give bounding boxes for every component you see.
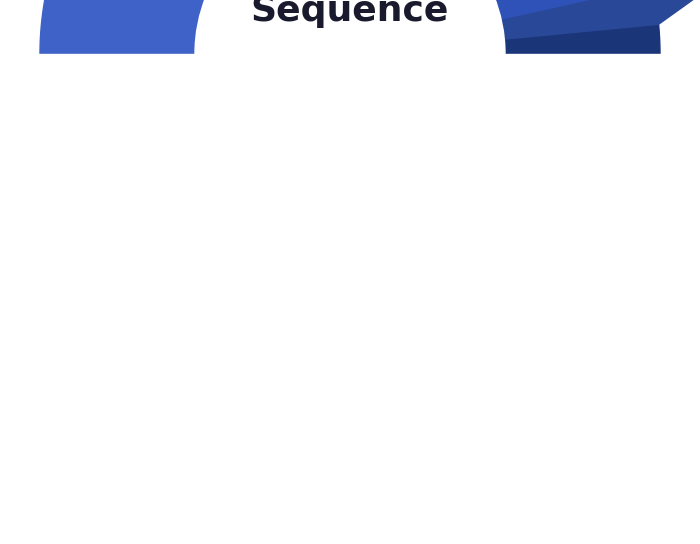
Text: Fault
Isolation
Sequence: Fault Isolation Sequence xyxy=(251,0,449,28)
Polygon shape xyxy=(41,62,328,361)
Text: Fault Location
& Time: Fault Location & Time xyxy=(88,216,216,249)
Polygon shape xyxy=(496,0,693,39)
Circle shape xyxy=(195,0,505,209)
Polygon shape xyxy=(0,54,700,544)
Polygon shape xyxy=(40,0,323,54)
Polygon shape xyxy=(312,0,655,27)
Polygon shape xyxy=(382,16,660,357)
Text: Results of new
switching
positions and
overall network
impact: Results of new switching positions and o… xyxy=(506,161,636,245)
